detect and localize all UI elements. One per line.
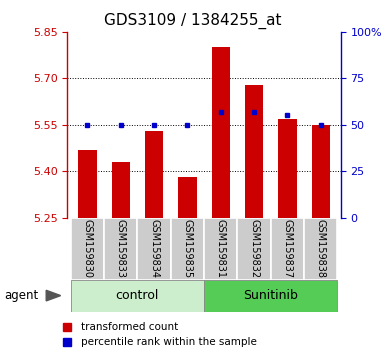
- Text: agent: agent: [4, 289, 38, 302]
- Bar: [238, 218, 271, 280]
- Polygon shape: [46, 290, 61, 301]
- Bar: [78, 150, 97, 218]
- Text: percentile rank within the sample: percentile rank within the sample: [81, 337, 257, 348]
- Bar: [311, 125, 330, 218]
- Text: GSM159837: GSM159837: [282, 219, 292, 278]
- Bar: [304, 218, 337, 280]
- Bar: [112, 162, 130, 218]
- Bar: [278, 119, 296, 218]
- Bar: [245, 85, 263, 218]
- Bar: [71, 280, 204, 312]
- Bar: [178, 177, 197, 218]
- Text: GSM159834: GSM159834: [149, 219, 159, 278]
- Text: GSM159830: GSM159830: [82, 219, 92, 278]
- Text: GSM159831: GSM159831: [216, 219, 226, 278]
- Text: GSM159832: GSM159832: [249, 219, 259, 278]
- Bar: [271, 218, 304, 280]
- Text: GSM159838: GSM159838: [316, 219, 326, 278]
- Bar: [145, 131, 163, 218]
- Text: transformed count: transformed count: [81, 321, 178, 332]
- Bar: [71, 218, 104, 280]
- Bar: [204, 280, 337, 312]
- Text: GSM159835: GSM159835: [182, 219, 192, 278]
- Bar: [204, 218, 238, 280]
- Bar: [171, 218, 204, 280]
- Bar: [211, 47, 230, 218]
- Bar: [137, 218, 171, 280]
- Text: Sunitinib: Sunitinib: [243, 289, 298, 302]
- Bar: [104, 218, 137, 280]
- Text: GDS3109 / 1384255_at: GDS3109 / 1384255_at: [104, 12, 281, 29]
- Text: GSM159833: GSM159833: [116, 219, 126, 278]
- Text: control: control: [116, 289, 159, 302]
